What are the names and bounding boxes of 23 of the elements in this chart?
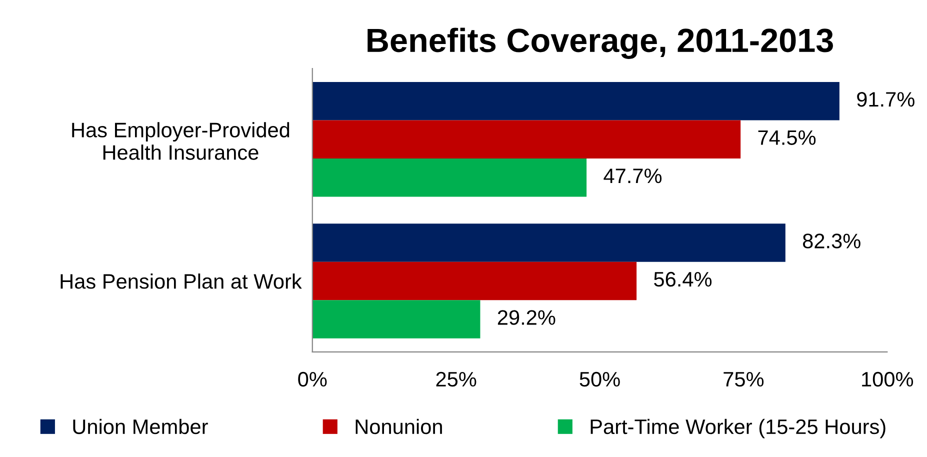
x-tick-label: 75% [724,372,764,387]
data-label: 56.4% [654,272,712,287]
legend-label: Part-Time Worker (15-25 Hours) [590,418,886,438]
x-tick-label: 25% [436,372,476,387]
x-tick-label: 50% [580,372,620,387]
legend-label: Union Member [73,418,208,434]
data-label: 47.7% [604,168,662,184]
x-tick-label: 100% [862,372,914,387]
data-label: 91.7% [857,92,914,107]
bar [312,224,786,262]
y-tick-label: Has Employer-Provided Health Insurance [72,122,290,160]
y-tick-label: Has Pension Plan at Work [60,274,302,289]
x-tick-label: 0% [298,372,327,387]
data-label: 29.2% [498,310,556,325]
chart-title: Benefits Coverage, 2011-2013 [368,28,833,59]
legend-label: Nonunion [356,418,442,434]
bar [312,82,840,120]
bar [312,300,480,338]
data-label: 82.3% [802,234,860,248]
bar [312,262,637,300]
data-label: 74.5% [758,130,816,145]
bar [312,158,587,197]
bar [312,120,741,159]
